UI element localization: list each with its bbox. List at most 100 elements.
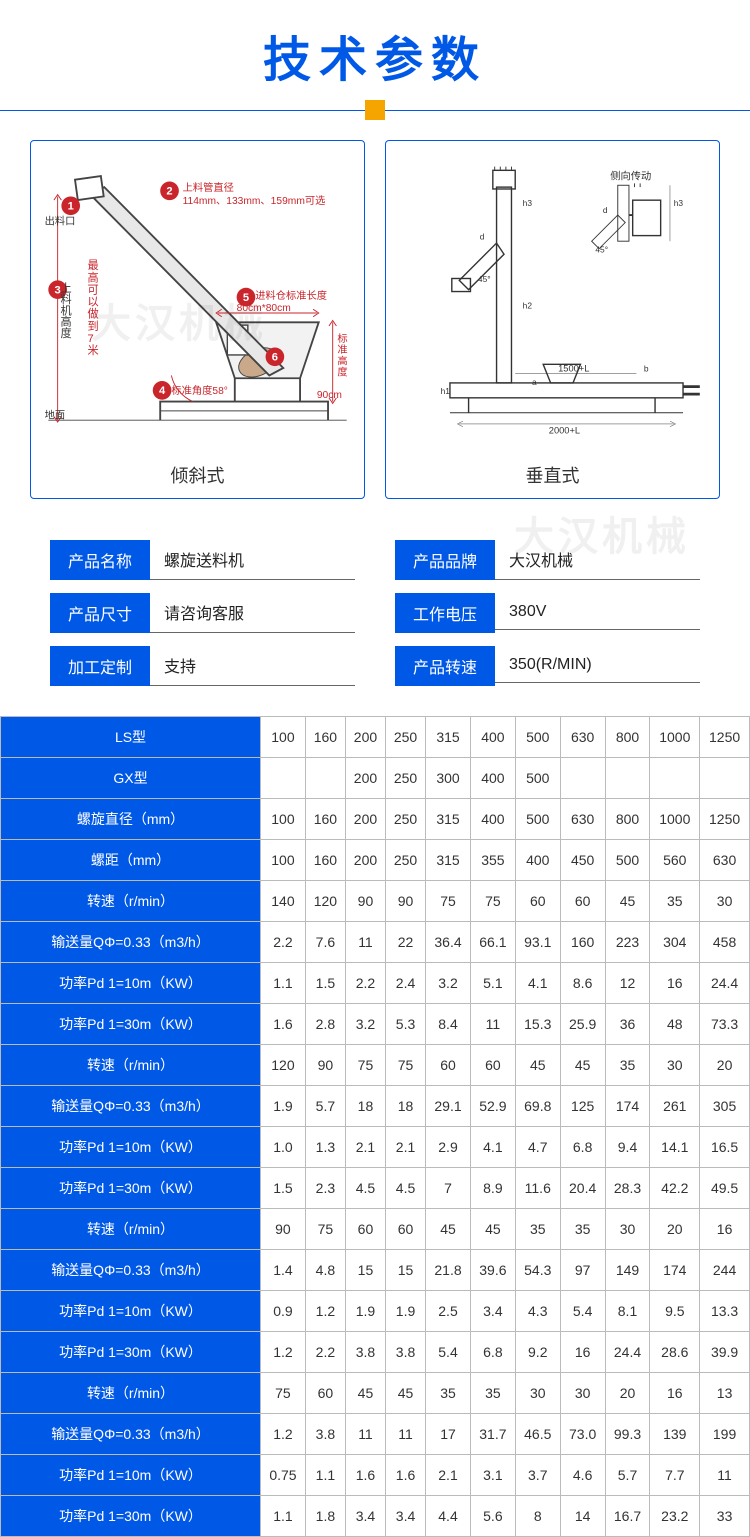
table-cell: 3.8 xyxy=(386,1332,426,1373)
table-cell: 630 xyxy=(700,840,750,881)
table-row: 转速（r/min）9075606045453535302016 xyxy=(1,1209,750,1250)
table-cell: 35 xyxy=(426,1373,471,1414)
row-header: 功率Pd 1=10m（KW） xyxy=(1,963,261,1004)
table-cell: 1000 xyxy=(650,717,700,758)
table-cell: 174 xyxy=(650,1250,700,1291)
table-cell: 46.5 xyxy=(515,1414,560,1455)
info-value: 请咨询客服 xyxy=(150,592,355,633)
inclined-svg: 1 2 3 4 5 6 出料口 上料管直径 114mm、133mm、159mm可… xyxy=(39,149,356,449)
table-cell: 3.8 xyxy=(345,1332,385,1373)
table-cell: 9.2 xyxy=(515,1332,560,1373)
table-cell: 4.5 xyxy=(345,1168,385,1209)
table-row: GX型200250300400500 xyxy=(1,758,750,799)
table-cell: 16 xyxy=(700,1209,750,1250)
table-cell: 73.0 xyxy=(560,1414,605,1455)
table-cell: 8.6 xyxy=(560,963,605,1004)
table-cell: 54.3 xyxy=(515,1250,560,1291)
table-cell: 1.8 xyxy=(305,1496,345,1537)
table-cell: 100 xyxy=(261,717,306,758)
spec-table: LS型10016020025031540050063080010001250GX… xyxy=(0,716,750,1537)
table-cell: 8.9 xyxy=(470,1168,515,1209)
table-cell: 3.2 xyxy=(426,963,471,1004)
table-row: 功率Pd 1=10m（KW）1.11.52.22.43.25.14.18.612… xyxy=(1,963,750,1004)
table-cell: 400 xyxy=(470,758,515,799)
table-cell: 23.2 xyxy=(650,1496,700,1537)
dim-2000: 2000+L xyxy=(549,425,580,435)
table-cell: 250 xyxy=(386,758,426,799)
table-cell: 49.5 xyxy=(700,1168,750,1209)
table-cell: 1.2 xyxy=(261,1332,306,1373)
table-cell: 12 xyxy=(605,963,650,1004)
table-cell xyxy=(560,758,605,799)
table-cell: 11.6 xyxy=(515,1168,560,1209)
table-cell: 15 xyxy=(345,1250,385,1291)
table-cell: 4.6 xyxy=(560,1455,605,1496)
table-cell: 33 xyxy=(700,1496,750,1537)
row-header: 输送量QΦ=0.33（m3/h） xyxy=(1,1414,261,1455)
table-cell: 1.9 xyxy=(261,1086,306,1127)
row-header: 转速（r/min） xyxy=(1,1209,261,1250)
table-cell: 48 xyxy=(650,1004,700,1045)
table-cell: 42.2 xyxy=(650,1168,700,1209)
table-cell: 800 xyxy=(605,799,650,840)
svg-text:6: 6 xyxy=(272,352,278,364)
row-header: 功率Pd 1=30m（KW） xyxy=(1,1496,261,1537)
svg-text:b: b xyxy=(644,364,649,374)
table-cell: 20 xyxy=(700,1045,750,1086)
table-cell: 1.0 xyxy=(261,1127,306,1168)
table-cell: 3.4 xyxy=(470,1291,515,1332)
table-cell: 315 xyxy=(426,840,471,881)
table-cell: 200 xyxy=(345,840,385,881)
svg-text:4: 4 xyxy=(159,385,166,397)
table-cell: 2.9 xyxy=(426,1127,471,1168)
table-cell: 149 xyxy=(605,1250,650,1291)
table-cell: 45 xyxy=(426,1209,471,1250)
table-cell: 28.6 xyxy=(650,1332,700,1373)
svg-text:a: a xyxy=(532,377,537,387)
table-cell: 31.7 xyxy=(470,1414,515,1455)
table-cell: 60 xyxy=(386,1209,426,1250)
table-cell: 45 xyxy=(345,1373,385,1414)
svg-text:h3: h3 xyxy=(523,198,533,208)
table-cell: 2.1 xyxy=(345,1127,385,1168)
table-cell: 160 xyxy=(305,799,345,840)
table-cell: 160 xyxy=(305,840,345,881)
caption-vertical: 垂直式 xyxy=(394,454,711,490)
table-cell: 29.1 xyxy=(426,1086,471,1127)
table-row: 螺距（mm）100160200250315355400450500560630 xyxy=(1,840,750,881)
table-cell: 3.1 xyxy=(470,1455,515,1496)
table-cell: 100 xyxy=(261,840,306,881)
table-cell: 1.6 xyxy=(386,1455,426,1496)
table-cell: 16 xyxy=(560,1332,605,1373)
table-cell: 90 xyxy=(261,1209,306,1250)
row-header: 功率Pd 1=30m（KW） xyxy=(1,1168,261,1209)
table-cell: 1.6 xyxy=(261,1004,306,1045)
table-cell: 3.8 xyxy=(305,1414,345,1455)
table-cell: 2.1 xyxy=(426,1455,471,1496)
table-cell: 160 xyxy=(305,717,345,758)
table-cell: 75 xyxy=(345,1045,385,1086)
title-divider xyxy=(0,100,750,120)
annot-height-label: 上料机高度 xyxy=(59,282,72,339)
dim-1500: 1500+L xyxy=(558,364,589,374)
diagram-inclined: 1 2 3 4 5 6 出料口 上料管直径 114mm、133mm、159mm可… xyxy=(30,140,365,499)
row-header: 转速（r/min） xyxy=(1,1045,261,1086)
table-cell: 458 xyxy=(700,922,750,963)
table-cell: 60 xyxy=(560,881,605,922)
info-value: 380V xyxy=(495,595,700,630)
table-cell: 13 xyxy=(700,1373,750,1414)
table-cell: 36.4 xyxy=(426,922,471,963)
table-cell: 4.7 xyxy=(515,1127,560,1168)
row-header: 螺旋直径（mm） xyxy=(1,799,261,840)
table-cell: 35 xyxy=(560,1209,605,1250)
table-cell: 36 xyxy=(605,1004,650,1045)
table-cell: 22 xyxy=(386,922,426,963)
table-cell: 1.1 xyxy=(261,963,306,1004)
svg-text:45°: 45° xyxy=(595,244,608,254)
table-cell: 4.5 xyxy=(386,1168,426,1209)
table-cell: 300 xyxy=(426,758,471,799)
annot-side-drive: 侧向传动 xyxy=(610,170,651,183)
page-title: 技术参数 xyxy=(0,20,750,90)
table-cell: 30 xyxy=(605,1209,650,1250)
table-cell: 35 xyxy=(650,881,700,922)
